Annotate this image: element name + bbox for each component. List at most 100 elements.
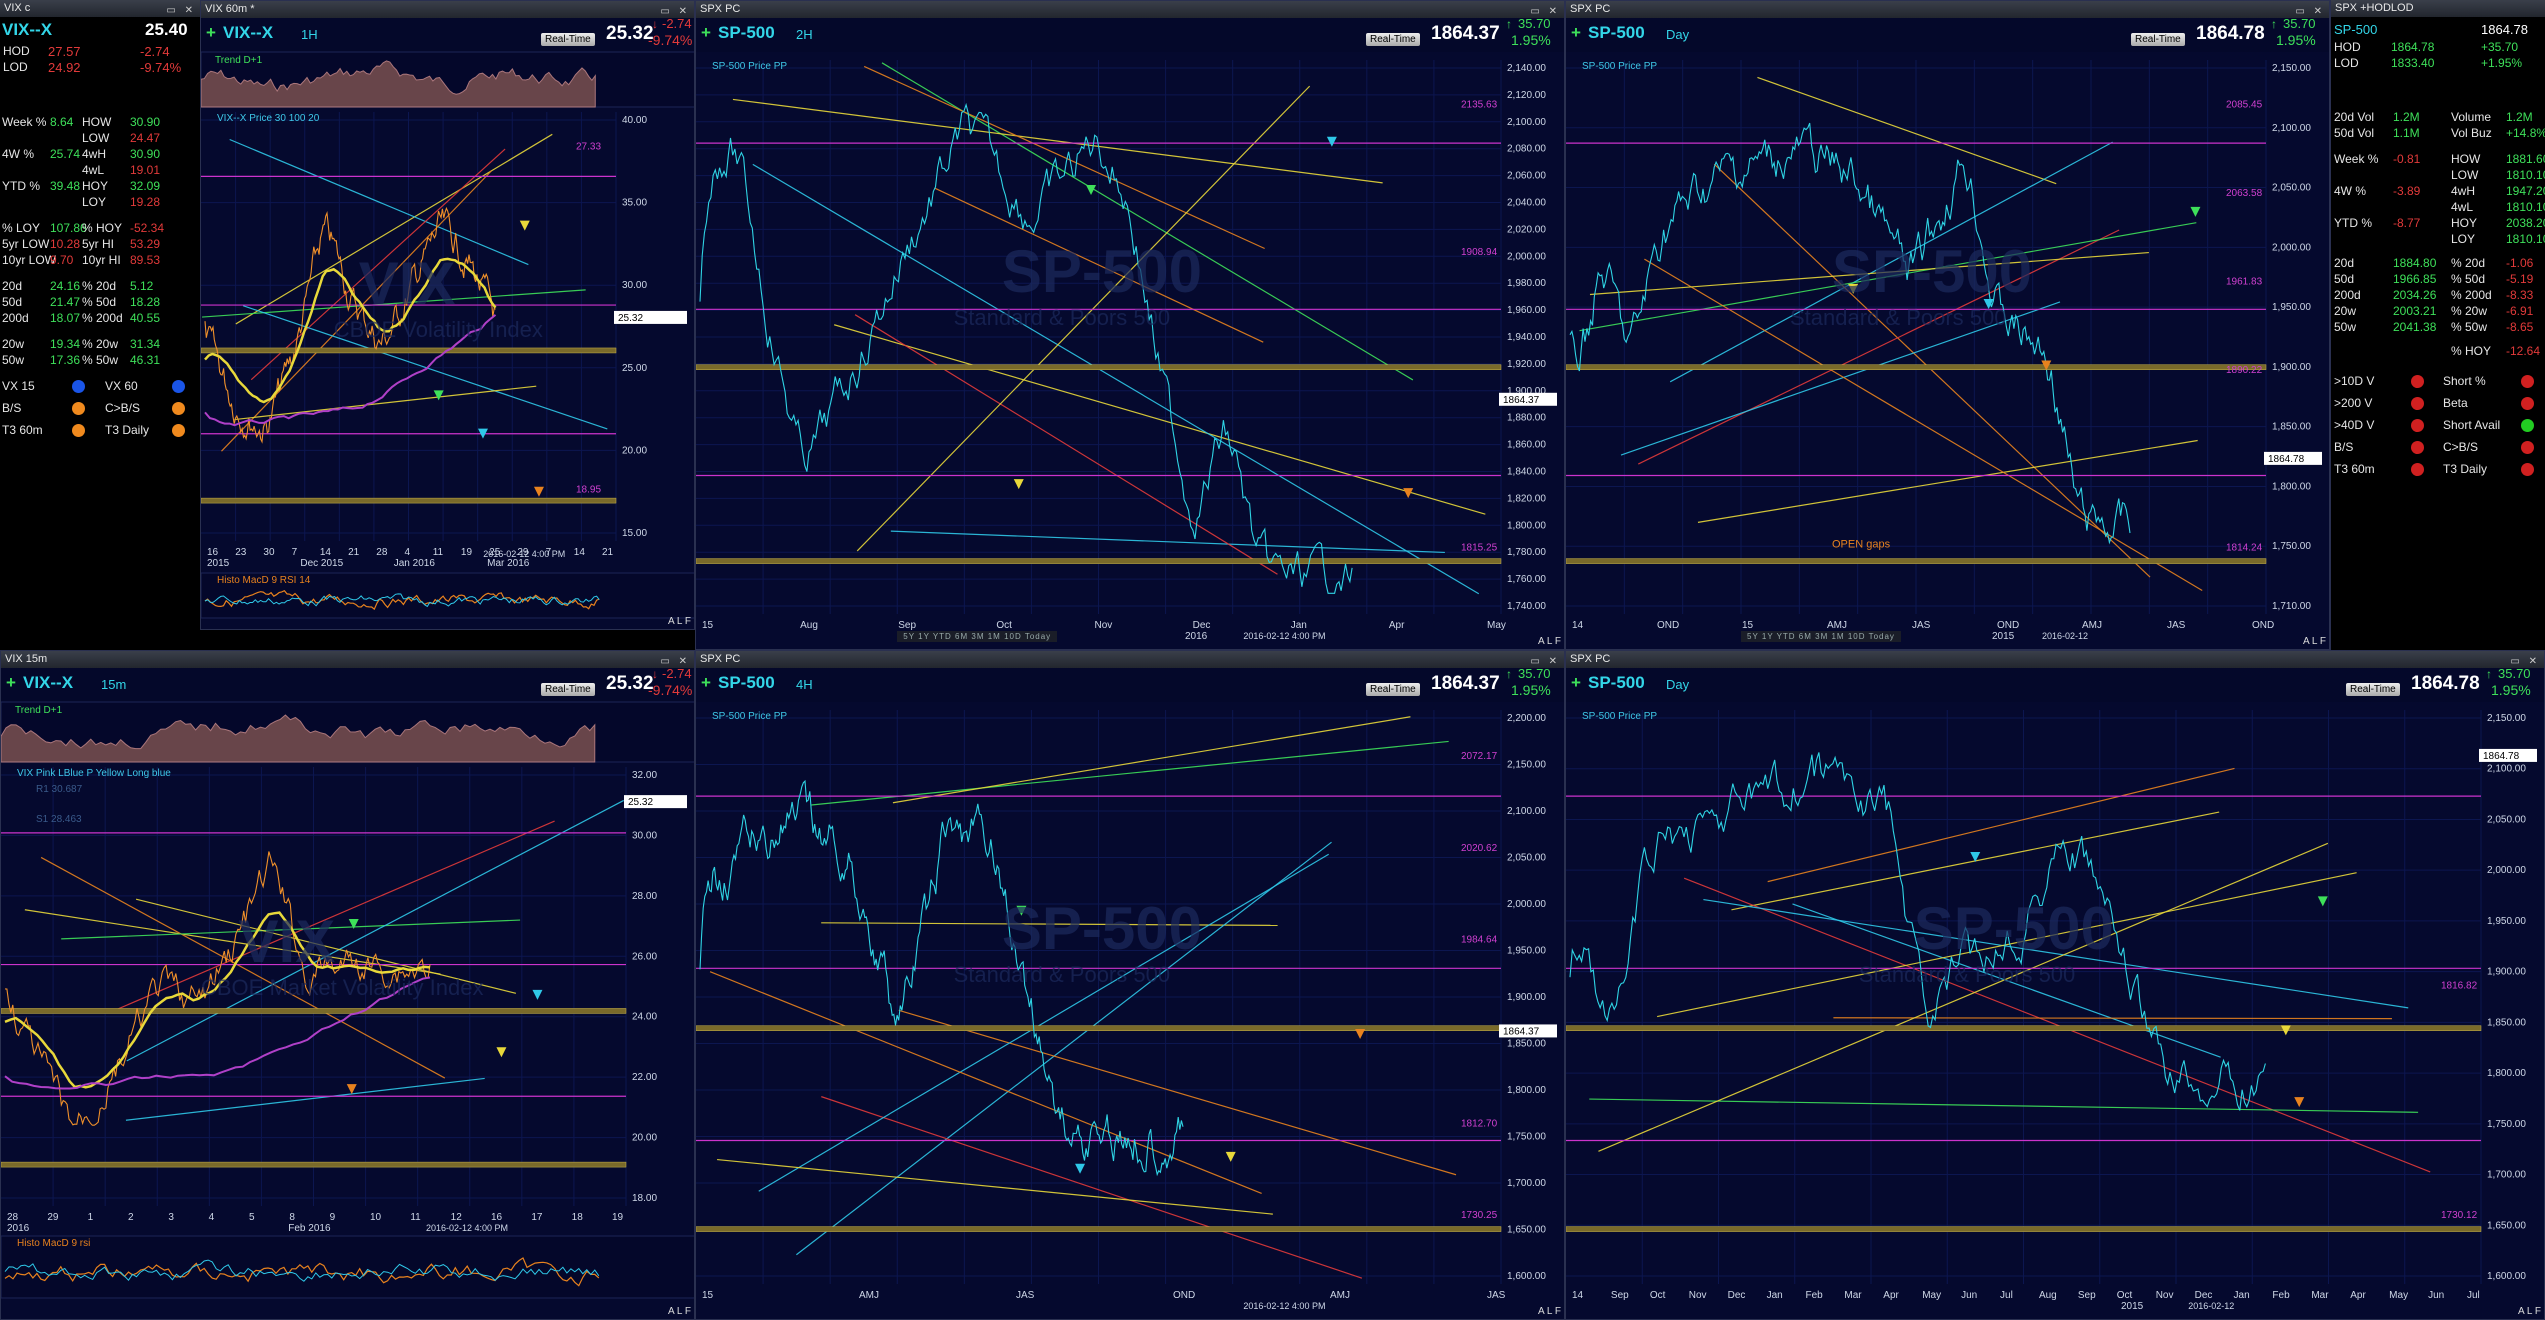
drawing-arrow-icon[interactable]: [1086, 185, 1097, 196]
symbol-selector[interactable]: SP-500: [718, 673, 775, 692]
drawing-arrow-icon[interactable]: [1075, 1163, 1086, 1174]
drawing-arrow-icon[interactable]: [533, 486, 544, 497]
axis-fit-controls[interactable]: A L F: [668, 616, 691, 627]
realtime-badge[interactable]: Real-Time: [2131, 33, 2185, 46]
range-buttons[interactable]: 5Y 1Y YTD 6M 3M 1M 10D Today: [1741, 631, 1901, 642]
realtime-badge[interactable]: Real-Time: [541, 683, 595, 696]
price-tag: 1814.24: [2226, 543, 2263, 554]
chart-pane-vix60: VIX 60m * ▭ ✕ VIX--X +1H Real-Time 25.32 ↓ -2.7…: [200, 0, 695, 630]
vix-watchlist-symbol[interactable]: VIX--X: [2, 20, 53, 39]
add-symbol-icon[interactable]: +: [206, 23, 216, 42]
window-buttons[interactable]: ▭ ✕: [166, 5, 196, 16]
chart-header: SP-500 +4H Real-Time 1864.37 ↑ 35.70 1.95%: [696, 666, 1564, 702]
drawing-arrow-icon[interactable]: [2317, 896, 2328, 907]
x-tick-label: Apr: [1389, 620, 1405, 631]
spx-watchlist-titlebar[interactable]: SPX +HODLOD: [2331, 0, 2545, 17]
realtime-badge[interactable]: Real-Time: [1366, 33, 1420, 46]
drawing-arrow-icon[interactable]: [1355, 1029, 1366, 1040]
x-tick-label: 29: [47, 1212, 59, 1223]
symbol-selector[interactable]: VIX--X: [23, 673, 74, 692]
drawing-arrow-icon[interactable]: [1848, 283, 1859, 294]
stat-value: 53.29: [130, 237, 161, 251]
drawing-arrow-icon[interactable]: [1403, 488, 1414, 499]
window-buttons[interactable]: ▭ ✕: [2295, 6, 2325, 17]
add-symbol-icon[interactable]: +: [701, 673, 711, 692]
vix-watchlist-titlebar[interactable]: VIX c ▭ ✕: [0, 0, 200, 17]
stat-label: 10yr LOW: [2, 253, 57, 267]
y-tick-label: 2,150.00: [2272, 63, 2311, 74]
chart-titlebar[interactable]: SPX PC ▭ ✕: [1566, 1, 2329, 18]
realtime-badge[interactable]: Real-Time: [2346, 683, 2400, 696]
drawing-arrow-icon[interactable]: [1983, 299, 1994, 310]
stat-value: -52.34: [130, 221, 165, 235]
drawing-arrow-icon[interactable]: [532, 989, 543, 1000]
spx-watchlist-symbol[interactable]: SP-500: [2334, 22, 2378, 37]
chart-titlebar[interactable]: VIX 15m ▭ ✕: [1, 651, 694, 668]
chart-titlebar[interactable]: SPX PC ▭ ✕: [1566, 651, 2544, 668]
timeframe-selector[interactable]: 4H: [796, 677, 813, 692]
chart-titlebar[interactable]: VIX 60m * ▭ ✕: [201, 1, 694, 18]
signal-dot: [2411, 375, 2424, 388]
window-buttons[interactable]: ▭ ✕: [1530, 656, 1560, 667]
add-symbol-icon[interactable]: +: [701, 23, 711, 42]
drawing-arrow-icon[interactable]: [346, 1084, 357, 1095]
drawing-arrow-icon[interactable]: [1013, 479, 1024, 490]
drawing-arrow-icon[interactable]: [348, 919, 359, 930]
drawing-arrow-icon[interactable]: [477, 428, 488, 439]
drawing-arrow-icon[interactable]: [2041, 360, 2052, 371]
realtime-badge[interactable]: Real-Time: [1366, 683, 1420, 696]
window-buttons[interactable]: ▭ ✕: [660, 656, 690, 667]
axis-fit-controls[interactable]: A L F: [2303, 636, 2326, 647]
timeframe-selector[interactable]: 2H: [796, 27, 813, 42]
chart-canvas[interactable]: 2,140.00 2,120.00 2,100.00 2,080.00 2,060.00…: [696, 1, 1565, 650]
chart-canvas[interactable]: 2,200.00 2,150.00 2,100.00 2,050.00 2,000.00…: [696, 651, 1565, 1320]
chart-canvas[interactable]: 2,150.00 2,100.00 2,050.00 2,000.00 1,950.00…: [1566, 651, 2545, 1320]
add-symbol-icon[interactable]: +: [1571, 673, 1581, 692]
symbol-selector[interactable]: SP-500: [718, 23, 775, 42]
signal-label: B/S: [2, 401, 22, 415]
chart-canvas[interactable]: 40.00 35.00 30.00 25.00 20.00 15.00 27.33 25.32…: [201, 1, 695, 630]
axis-fit-controls[interactable]: A L F: [668, 1306, 691, 1317]
drawing-arrow-icon[interactable]: [1225, 1151, 1236, 1162]
drawing-arrow-icon[interactable]: [433, 390, 444, 401]
window-buttons[interactable]: ▭ ✕: [660, 6, 690, 17]
range-buttons[interactable]: 5Y 1Y YTD 6M 3M 1M 10D Today: [897, 631, 1058, 642]
stat-value: 2041.38: [2393, 320, 2437, 334]
chart-canvas[interactable]: 2,150.00 2,100.00 2,050.00 2,000.00 1,950.00…: [1566, 1, 2330, 650]
price-tag: 1730.12: [2441, 1210, 2478, 1221]
drawing-arrow-icon[interactable]: [1970, 851, 1981, 862]
drawing-arrow-icon[interactable]: [519, 220, 530, 231]
drawing-arrow-icon[interactable]: [2190, 206, 2201, 217]
drawing-arrow-icon[interactable]: [1326, 136, 1337, 147]
timeframe-selector[interactable]: Day: [1666, 677, 1690, 692]
drawing-arrow-icon[interactable]: [2294, 1097, 2305, 1108]
timeframe-selector[interactable]: Day: [1666, 27, 1690, 42]
drawing-arrow-icon[interactable]: [496, 1047, 507, 1058]
symbol-watermark: SP-500: [1832, 238, 2033, 306]
axis-fit-controls[interactable]: A L F: [2518, 1306, 2541, 1317]
price-tag: 2072.17: [1461, 751, 1498, 762]
add-symbol-icon[interactable]: +: [1571, 23, 1581, 42]
window-buttons[interactable]: ▭ ✕: [1530, 6, 1560, 17]
axis-fit-controls[interactable]: A L F: [1538, 636, 1561, 647]
symbol-selector[interactable]: SP-500: [1588, 673, 1645, 692]
stat-label: 4W %: [2334, 184, 2367, 198]
drawing-arrow-icon[interactable]: [1016, 905, 1027, 916]
chart-header: VIX--X +1H Real-Time 25.32 ↓ -2.74 -9.74%: [201, 16, 694, 52]
timeframe-selector[interactable]: 15m: [101, 677, 127, 692]
axis-fit-controls[interactable]: A L F: [1538, 1306, 1561, 1317]
realtime-badge[interactable]: Real-Time: [541, 33, 595, 46]
stat-label: Week %: [2334, 152, 2379, 166]
chart-titlebar[interactable]: SPX PC ▭ ✕: [696, 1, 1564, 18]
stat-value: 18.28: [130, 295, 161, 309]
chart-titlebar[interactable]: SPX PC ▭ ✕: [696, 651, 1564, 668]
symbol-selector[interactable]: VIX--X: [223, 23, 274, 42]
stat-value: 1.2M: [2393, 110, 2420, 124]
window-buttons[interactable]: ▭ ✕: [2510, 656, 2540, 667]
signal-dot: [72, 402, 85, 415]
timeframe-selector[interactable]: 1H: [301, 27, 318, 42]
chart-canvas[interactable]: 32.00 30.00 28.00 26.00 24.00 22.00 20.00 18.00…: [1, 651, 695, 1320]
symbol-selector[interactable]: SP-500: [1588, 23, 1645, 42]
drawing-arrow-icon[interactable]: [2280, 1025, 2291, 1036]
add-symbol-icon[interactable]: +: [6, 673, 16, 692]
